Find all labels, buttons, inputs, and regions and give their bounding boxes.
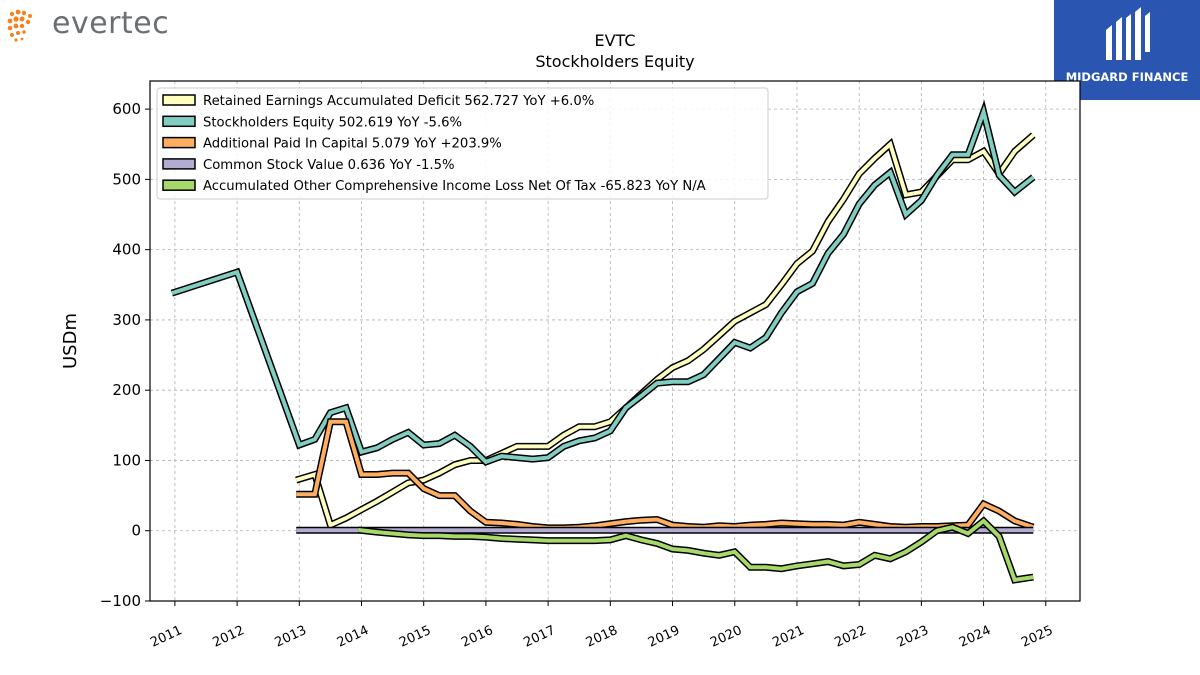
legend-swatch <box>162 179 196 191</box>
chart-subtitle: Stockholders Equity <box>535 52 695 71</box>
y-tick-label: 100 <box>112 451 141 469</box>
x-tick-label: 2016 <box>459 623 495 651</box>
evertec-wordmark: evertec <box>52 6 170 41</box>
x-tick-label: 2014 <box>335 623 371 651</box>
legend-entry: Additional Paid In Capital 5.079 YoY +20… <box>162 136 502 152</box>
legend-entry: Accumulated Other Comprehensive Income L… <box>162 179 706 194</box>
x-tick-label: 2013 <box>273 623 309 651</box>
x-tick-label: 2022 <box>833 623 869 651</box>
chart-title: EVTC <box>594 31 636 50</box>
y-tick-label: 200 <box>112 381 141 399</box>
y-tick-label: 600 <box>112 100 141 118</box>
legend-label: Stockholders Equity 502.619 YoY -5.6% <box>203 115 462 130</box>
legend-swatch <box>162 136 196 149</box>
legend-entry: Retained Earnings Accumulated Deficit 56… <box>162 94 594 109</box>
x-tick-label: 2023 <box>895 623 931 651</box>
y-tick-label: 0 <box>131 522 141 540</box>
legend: Retained Earnings Accumulated Deficit 56… <box>156 87 769 200</box>
y-tick-label: 500 <box>112 170 141 188</box>
legend-box <box>156 87 769 200</box>
y-tick-label: −100 <box>100 592 141 610</box>
y-tick-label: 300 <box>112 311 141 329</box>
legend-label: Retained Earnings Accumulated Deficit 56… <box>203 94 594 109</box>
midgard-finance-wordmark: MIDGARD FINANCE <box>1065 70 1189 84</box>
x-tick-label: 2024 <box>957 623 993 651</box>
x-tick-label: 2025 <box>1019 623 1055 651</box>
legend-label: Accumulated Other Comprehensive Income L… <box>203 179 706 194</box>
series-line <box>171 105 1035 465</box>
series-5 <box>358 516 1034 584</box>
legend-entry: Stockholders Equity 502.619 YoY -5.6% <box>162 115 462 130</box>
series-lines <box>170 99 1036 584</box>
series-1 <box>295 132 1036 530</box>
legend-swatch <box>162 94 196 106</box>
x-tick-label: 2021 <box>770 623 806 651</box>
evertec-logo: evertec <box>4 4 204 48</box>
legend-label: Common Stock Value 0.636 YoY -1.5% <box>203 158 455 173</box>
x-tick-label: 2012 <box>210 623 246 651</box>
evertec-dot-mark-icon <box>7 9 32 42</box>
x-tick-label: 2019 <box>646 623 682 651</box>
x-tick-label: 2017 <box>521 623 557 651</box>
legend-swatch <box>162 158 196 170</box>
x-tick-label: 2015 <box>397 623 433 651</box>
y-tick-label: 400 <box>112 241 141 259</box>
x-tick-label: 2018 <box>584 623 620 651</box>
series-2 <box>170 99 1036 466</box>
series-line <box>295 133 1035 528</box>
x-tick-label: 2020 <box>708 623 744 651</box>
legend-entry: Common Stock Value 0.636 YoY -1.5% <box>162 158 455 173</box>
legend-swatch <box>162 115 196 128</box>
series-line <box>358 518 1034 583</box>
midgard-monogram-icon <box>1106 7 1150 60</box>
y-axis-label: USDm <box>60 313 81 369</box>
axes-frame <box>149 80 1081 602</box>
legend-label: Additional Paid In Capital 5.079 YoY +20… <box>203 137 502 152</box>
x-tick-label: 2011 <box>148 623 184 651</box>
